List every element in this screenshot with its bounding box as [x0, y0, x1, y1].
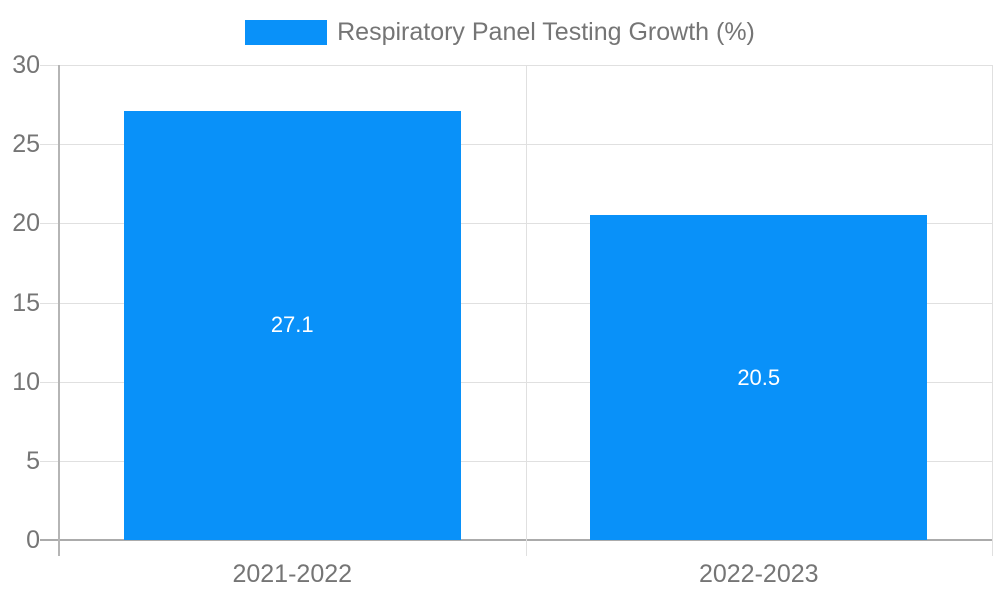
- category-divider: [526, 65, 527, 556]
- x-tick-label: 2022-2023: [698, 560, 819, 588]
- y-tick-label: 20: [12, 209, 40, 238]
- y-tick-label: 15: [12, 288, 40, 317]
- gridline: [40, 461, 992, 462]
- bar: [590, 215, 928, 540]
- y-tick-label: 5: [26, 446, 40, 475]
- bar-value-label: 20.5: [737, 364, 781, 390]
- gridline: [40, 144, 992, 145]
- y-axis-line: [58, 65, 60, 556]
- gridline: [40, 382, 992, 383]
- gridline: [40, 303, 992, 304]
- x-axis-line: [40, 539, 992, 541]
- gridline: [40, 65, 992, 66]
- legend-label: Respiratory Panel Testing Growth (%): [337, 18, 755, 46]
- legend: Respiratory Panel Testing Growth (%): [0, 19, 1000, 45]
- plot-right-border: [992, 65, 993, 556]
- y-tick-label: 30: [12, 51, 40, 79]
- y-tick-label: 10: [12, 367, 40, 396]
- y-tick-label: 0: [26, 526, 40, 554]
- x-tick-label: 2021-2022: [232, 560, 353, 588]
- bar-value-label: 27.1: [270, 312, 314, 338]
- gridline: [40, 223, 992, 224]
- bar: [123, 110, 461, 540]
- legend-swatch: [245, 19, 328, 45]
- y-tick-label: 25: [12, 130, 40, 159]
